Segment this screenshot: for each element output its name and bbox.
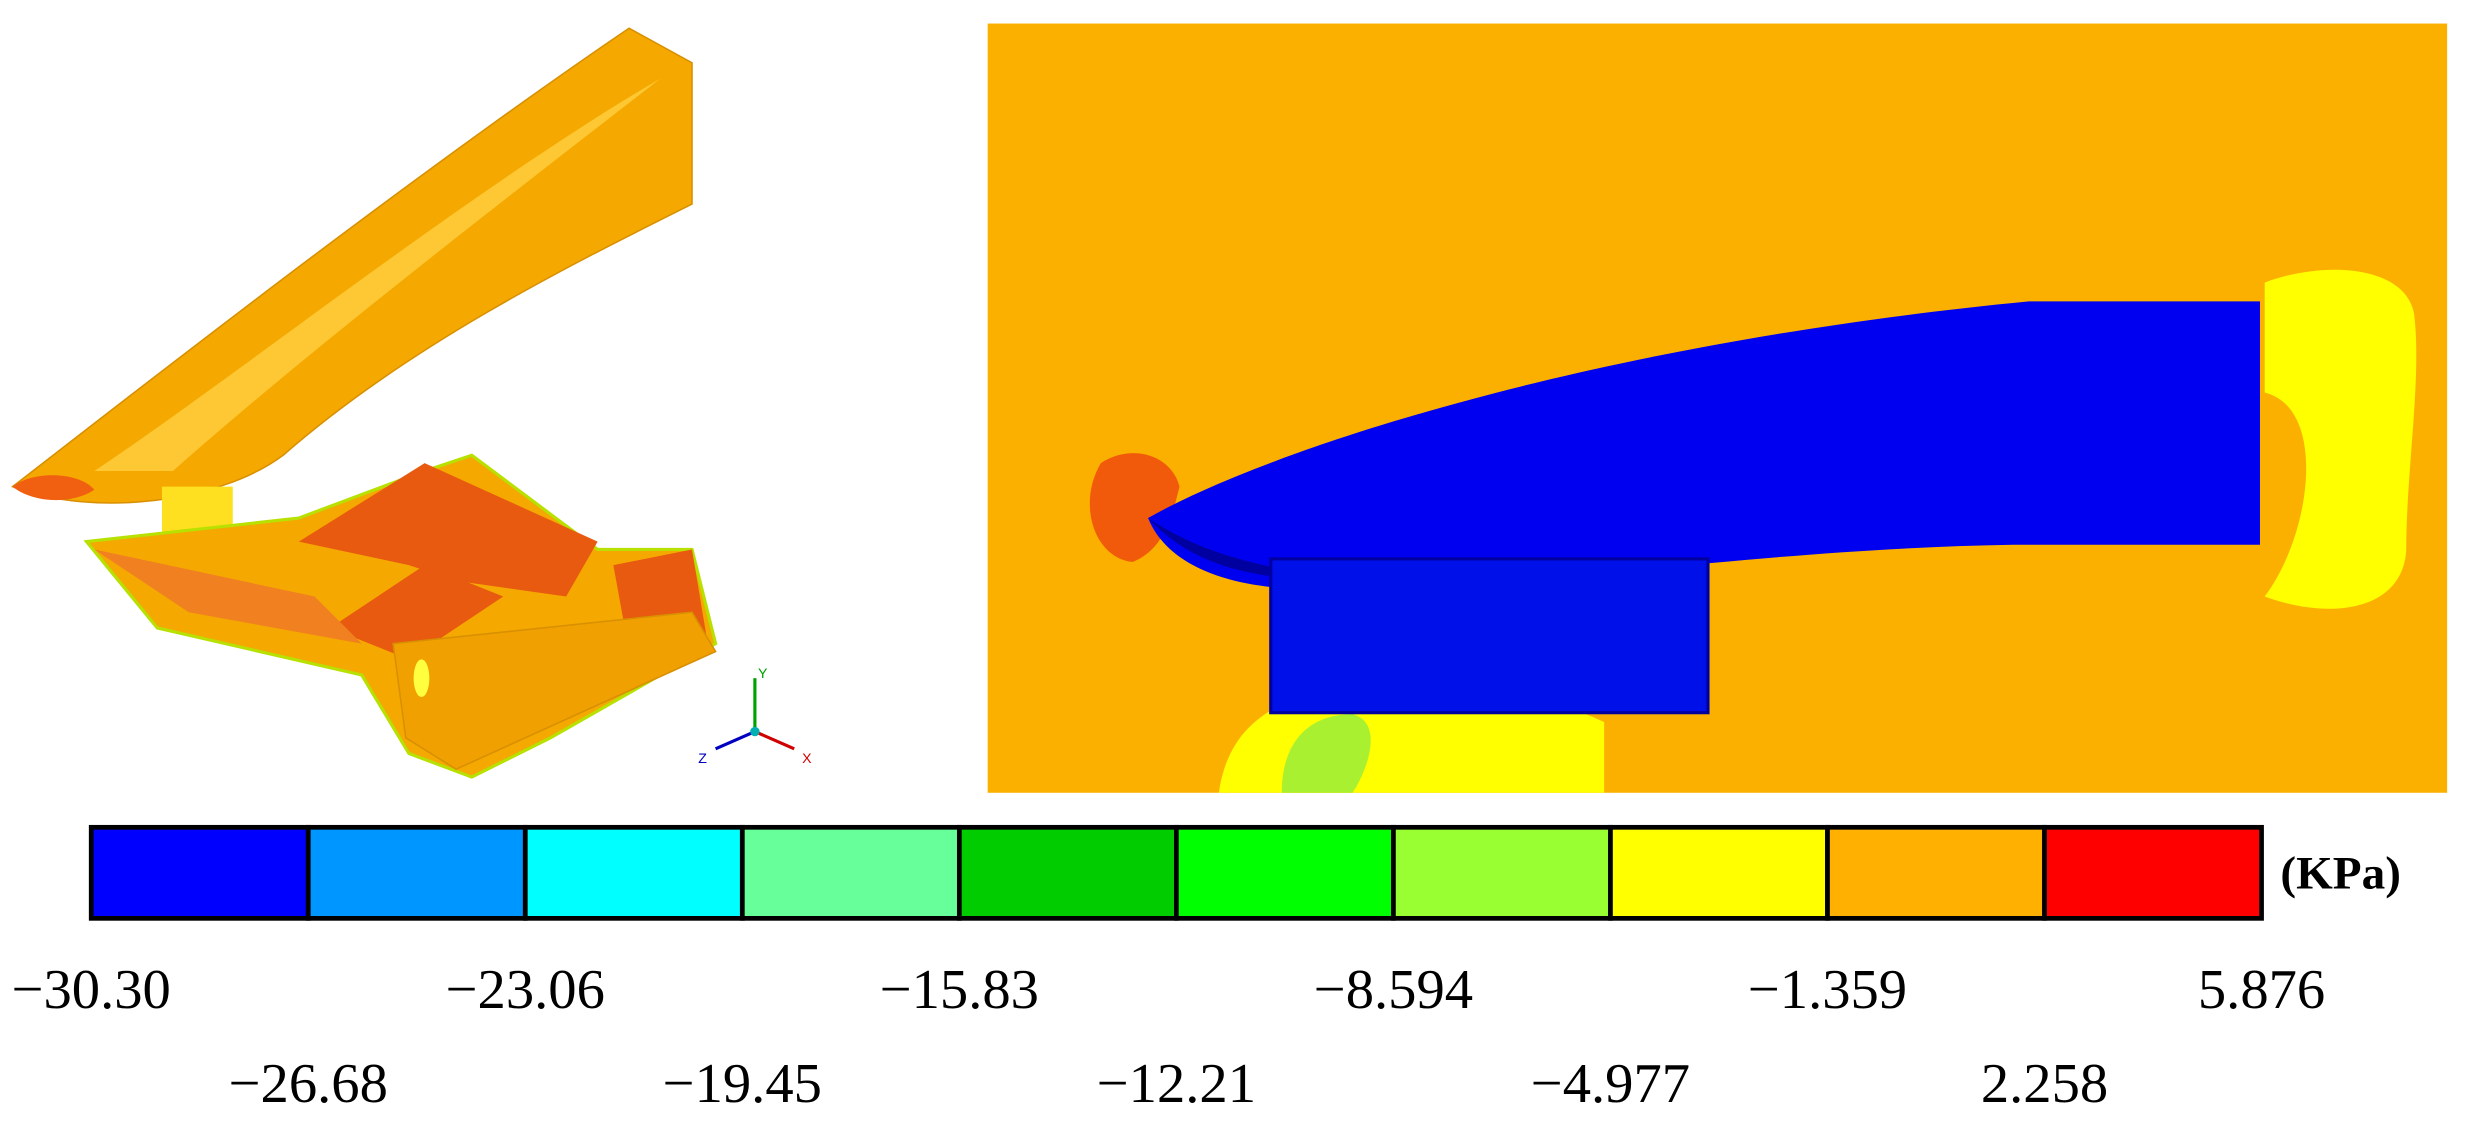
color-segment (1608, 824, 1830, 921)
color-segment (956, 824, 1179, 921)
tick-label: −23.06 (446, 959, 605, 1021)
tick-label: −1.359 (1748, 959, 1907, 1021)
tick-label: −8.594 (1314, 959, 1473, 1021)
color-segment (305, 824, 528, 921)
unit-label: (KPa) (2280, 848, 2401, 900)
color-segment (2042, 824, 2264, 921)
triad-z: Z (698, 750, 707, 766)
colorbar: −30.30 −23.06 −15.83 −8.594 −1.359 5.876 −26.6… (12, 824, 2325, 1115)
color-segment (1174, 824, 1396, 921)
tick-label: −4.977 (1531, 1053, 1690, 1115)
tick-label: −30.30 (12, 959, 171, 1021)
triad-x: X (802, 750, 812, 766)
right-render (987, 23, 2448, 793)
tick-label: 5.876 (2198, 959, 2325, 1021)
color-segment (1825, 824, 2047, 921)
color-segment (1391, 824, 1613, 921)
tick-label: 2.258 (1981, 1053, 2108, 1115)
triad-y: Y (758, 665, 768, 681)
tick-label: −26.68 (229, 1053, 388, 1115)
tick-label: −19.45 (663, 1053, 822, 1115)
color-segment (522, 824, 745, 921)
tick-label: −15.83 (880, 959, 1039, 1021)
axis-triad: Y X Z (698, 665, 812, 766)
color-segment (739, 824, 962, 921)
tick-label: −12.21 (1097, 1053, 1256, 1115)
color-segment (88, 824, 311, 921)
left-render: Y X Z (10, 27, 812, 779)
